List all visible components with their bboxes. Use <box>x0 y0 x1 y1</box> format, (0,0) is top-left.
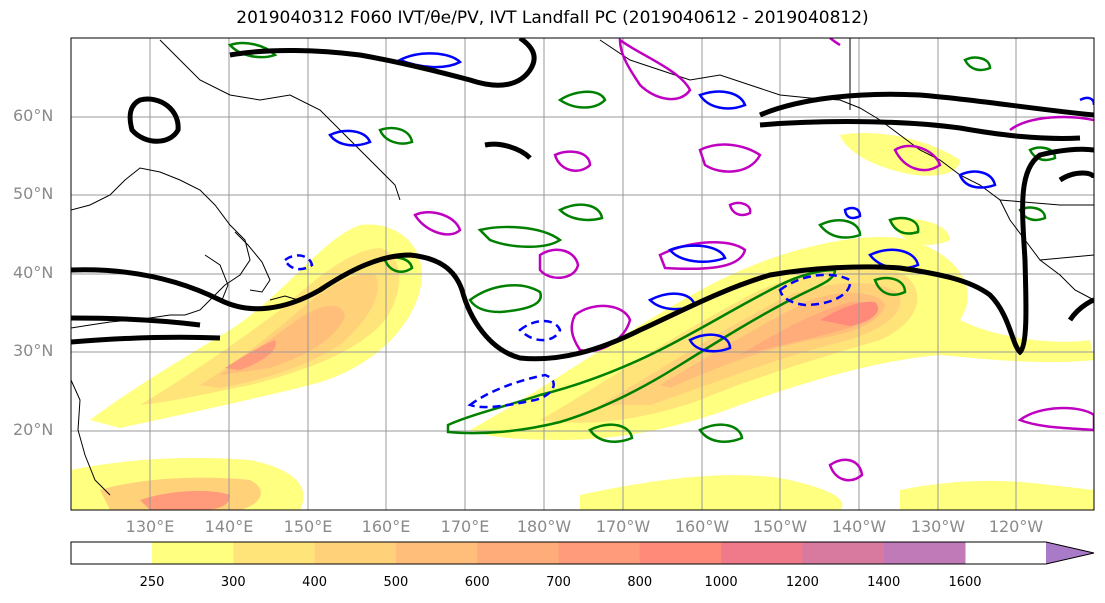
colorbar-bin <box>639 542 722 564</box>
colorbar-tick-label: 250 <box>139 575 165 590</box>
ivt-black-contour <box>71 38 1094 362</box>
colorbar-tick-label: 1600 <box>948 575 982 590</box>
lat-label-40: 40°N <box>13 263 54 282</box>
colorbar-tick-label: 1200 <box>785 575 819 590</box>
colorbar-bin <box>152 542 234 564</box>
lat-label-50: 50°N <box>13 184 54 203</box>
colorbar-bin <box>477 542 559 564</box>
colorbar-tick-label: 300 <box>220 575 246 590</box>
colorbar-bin <box>883 542 966 564</box>
theta-e-contours <box>283 52 1094 409</box>
colorbar-bin <box>721 542 803 564</box>
colorbar-bin <box>314 542 397 564</box>
lon-label-160w: 160°W <box>674 517 730 536</box>
lon-label-140e: 140°E <box>204 517 254 536</box>
colorbar <box>70 541 1095 565</box>
colorbar-tick-label: 600 <box>464 575 490 590</box>
colorbar-bin <box>233 542 316 564</box>
colorbar-tick-label: 500 <box>383 575 409 590</box>
lon-label-180w: 180°W <box>516 517 572 536</box>
colorbar-tick-label: 400 <box>302 575 328 590</box>
colorbar-bin <box>802 542 885 564</box>
lon-label-160e: 160°E <box>361 517 411 536</box>
colorbar-tick-label: 700 <box>546 575 571 590</box>
colorbar-bin <box>558 542 641 564</box>
colorbar-tick-label: 1000 <box>704 575 738 590</box>
map-title: 2019040312 F060 IVT/θe/PV, IVT Landfall … <box>236 8 869 28</box>
lat-label-60: 60°N <box>13 106 54 125</box>
lon-label-150w: 150°W <box>752 517 808 536</box>
lon-label-120w: 120°W <box>988 517 1044 536</box>
colorbar-tick-label: 1400 <box>867 575 901 590</box>
colorbar-bin <box>395 542 478 564</box>
lon-label-170w: 170°W <box>595 517 651 536</box>
lon-label-130e: 130°E <box>125 517 175 536</box>
lat-label-30: 30°N <box>13 341 54 360</box>
colorbar-tick-label: 800 <box>627 575 653 590</box>
lon-label-150e: 150°E <box>283 517 333 536</box>
lon-label-170e: 170°E <box>440 517 490 536</box>
lon-label-130w: 130°W <box>910 517 966 536</box>
lat-label-20: 20°N <box>13 420 54 439</box>
lon-label-140w: 140°W <box>831 517 887 536</box>
